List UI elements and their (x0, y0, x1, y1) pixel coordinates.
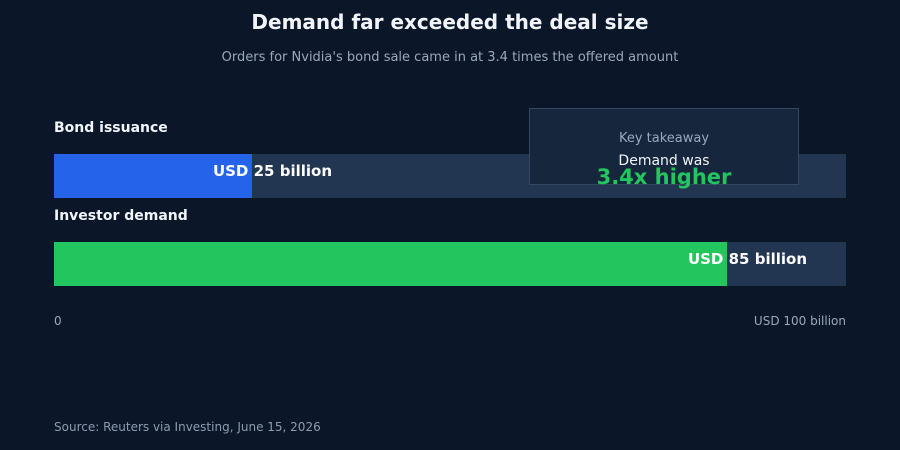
chart-subtitle: Orders for Nvidia's bond sale came in at… (221, 50, 679, 65)
bar-track-investor-demand: USD 85 billion (54, 242, 846, 286)
axis-tick-min: 0 (54, 314, 62, 328)
bar-bond-issuance (54, 154, 252, 198)
bar-label-bond-issuance: Bond issuance (54, 120, 168, 136)
key-takeaway-callout: Key takeaway Demand was 3.4x higher (529, 108, 799, 189)
bar-investor-demand (54, 242, 727, 286)
callout-value: 3.4x higher (596, 165, 732, 189)
source-note: Source: Reuters via Investing, June 15, … (54, 420, 321, 434)
axis-tick-max: USD 100 billion (753, 314, 846, 328)
callout-label: Key takeaway (618, 131, 710, 146)
callout-text: Demand was (618, 153, 710, 169)
bar-label-investor-demand: Investor demand (54, 208, 188, 224)
chart-title: Demand far exceeded the deal size (251, 10, 649, 34)
bar-value-investor-demand: USD 85 billion (687, 250, 807, 268)
bar-value-bond-issuance: USD 25 billion (212, 162, 332, 180)
